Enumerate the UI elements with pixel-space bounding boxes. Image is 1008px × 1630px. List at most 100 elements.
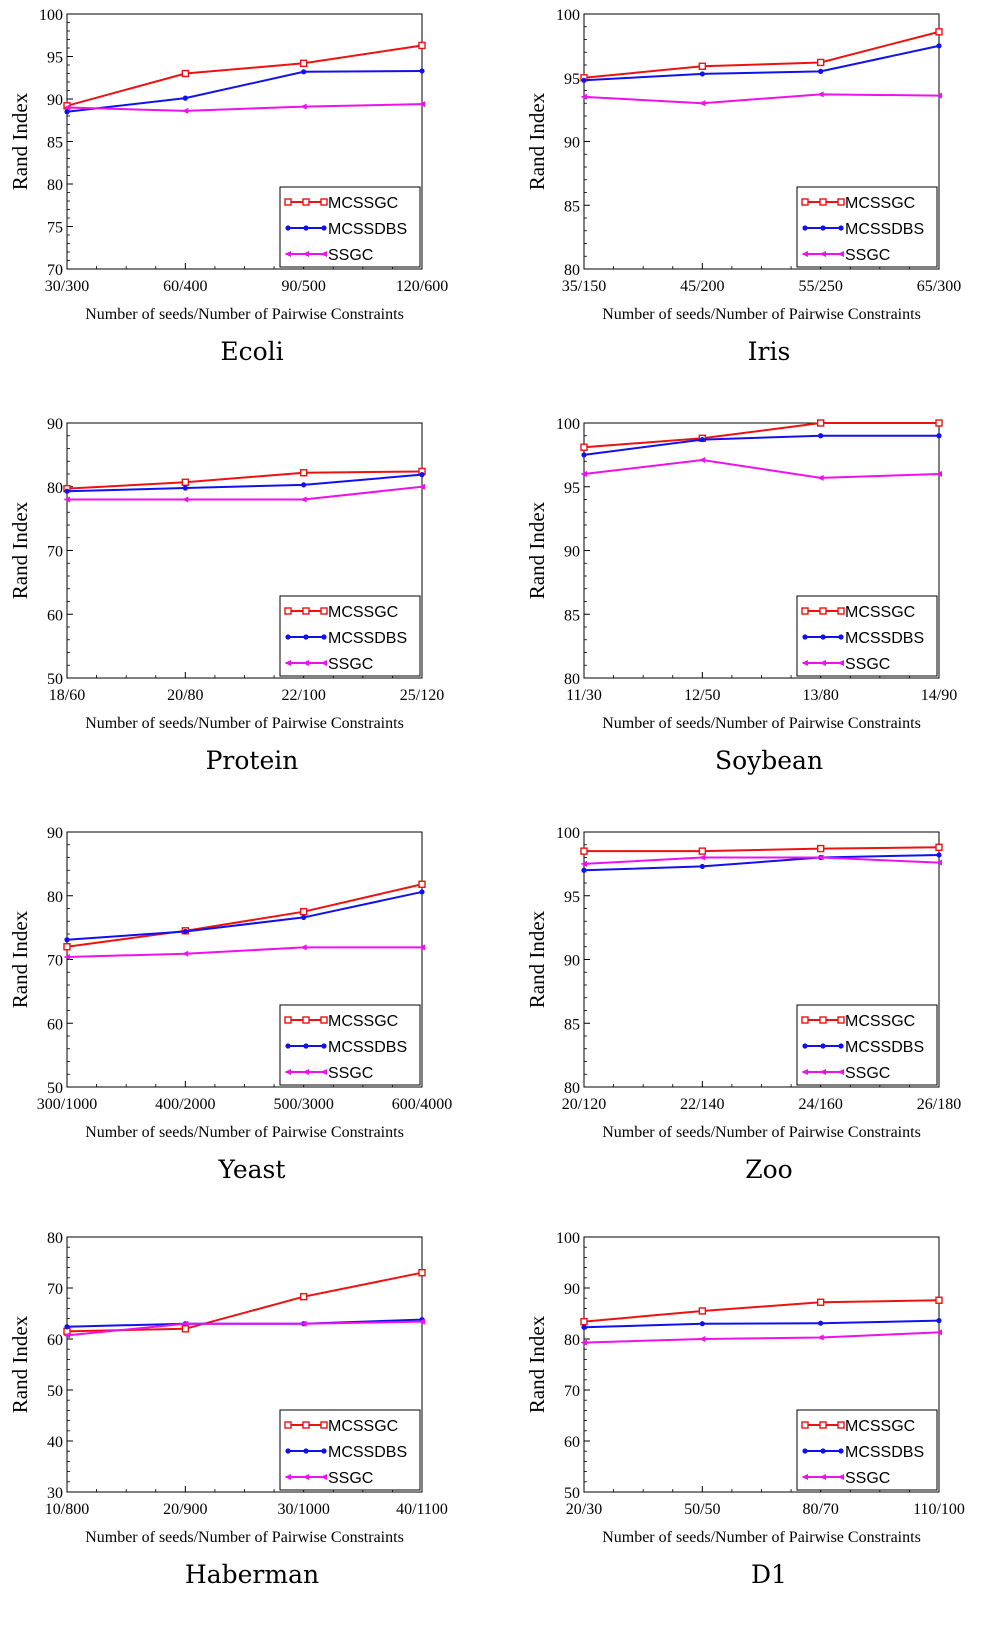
series-line-ssgc [583,856,940,865]
y-tick-label: 70 [47,262,63,279]
y-axis-label: Rand Index [8,92,32,190]
legend-label: SSGC [845,1065,890,1082]
chart-caption: Soybean [714,746,824,775]
y-tick-label: 70 [47,544,63,561]
y-tick-label: 85 [564,607,580,624]
y-axis-label: Rand Index [8,501,32,599]
data-point-mcssdbs [936,433,942,439]
legend-marker-mcssdbs [820,1043,826,1049]
data-point-ssgc [300,1320,307,1327]
x-tick-label: 14/90 [921,687,957,704]
x-tick-label: 30/1000 [277,1501,329,1518]
legend-label: MCSSDBS [845,221,924,238]
series-line-mcssgc [583,1299,940,1323]
series-line-mcssgc [66,44,423,107]
x-axis-label: Number of seeds/Number of Pairwise Const… [602,1124,921,1141]
data-point-mcssdbs [419,889,425,895]
chart-panel-iris: 80 85 90 95 100 35/150 45/200 55/250 65/300 Numbe… [517,0,1008,407]
x-tick-label: 500/3000 [273,1096,333,1113]
chart-caption: Yeast [218,1155,286,1184]
data-point-ssgc [580,860,587,867]
data-point-mcssgc [698,62,707,70]
data-point-ssgc [817,854,824,861]
data-point-ssgc [418,483,425,490]
data-point-mcssgc [299,469,308,477]
legend-marker-ssgc [320,251,327,257]
x-tick-label: 300/1000 [37,1096,97,1113]
legend-marker-mcssgc [801,607,809,615]
series-line-ssgc [583,458,940,479]
y-tick-label: 90 [564,953,580,970]
data-point-ssgc [935,92,942,99]
line-chart: 30 40 50 60 70 80 10/800 20/900 30/1000 40/1100 Nu… [8,1230,448,1546]
y-axis-label: Rand Index [525,92,549,190]
data-point-mcssgc [935,843,943,851]
legend-marker-ssgc [302,1474,309,1480]
data-point-mcssdbs [419,472,425,478]
legend-marker-mcssdbs [285,1448,291,1454]
line-chart: 80 85 90 95 100 35/150 45/200 55/250 65/300 Numbe… [525,7,961,323]
data-point-ssgc [418,101,425,108]
y-tick-label: 40 [47,1434,63,1451]
y-tick-label: 80 [47,480,63,497]
y-tick-label: 90 [47,825,63,842]
y-tick-label: 60 [47,607,63,624]
y-tick-label: 90 [564,1281,580,1298]
legend-label: SSGC [845,247,890,264]
chart-caption: Zoo [745,1155,793,1184]
x-axis-label: Number of seeds/Number of Pairwise Const… [602,715,921,732]
legend-marker-mcssgc [801,198,809,206]
legend-marker-mcssdbs [802,634,808,640]
legend-marker-mcssdbs [820,634,826,640]
legend-label: MCSSGC [328,1418,398,1435]
x-axis-label: Number of seeds/Number of Pairwise Const… [85,1124,404,1141]
legend-marker-mcssdbs [303,1448,309,1454]
legend-marker-ssgc [837,251,844,257]
data-point-mcssdbs [182,485,188,491]
y-tick-label: 100 [556,416,580,433]
y-tick-label: 80 [564,262,580,279]
data-point-mcssgc [816,419,825,427]
y-tick-label: 90 [564,544,580,561]
data-point-mcssgc [418,1269,426,1277]
chart-caption: Haberman [184,1560,320,1589]
data-point-mcssgc [299,59,308,67]
x-tick-label: 13/80 [802,687,838,704]
chart-panel-zoo: 80 85 90 95 100 20/120 22/140 24/160 26/180 Numbe… [517,818,1008,1225]
chart-caption: Iris [747,337,791,366]
y-axis-label: Rand Index [8,1315,32,1413]
data-point-mcssdbs [818,68,824,74]
series-line-mcssdbs [66,473,423,493]
legend-label: MCSSGC [328,604,398,621]
data-point-mcssdbs [64,937,70,943]
x-tick-label: 30/300 [45,278,89,295]
series-line-mcssdbs [66,69,423,113]
y-tick-label: 80 [47,889,63,906]
x-tick-label: 40/1100 [396,1501,448,1518]
data-point-ssgc [418,944,425,951]
legend-marker-mcssdbs [285,1043,291,1049]
chart-panel-ecoli: 70 75 80 85 90 95 100 30/300 60/400 90/500 120/600… [0,0,504,407]
x-tick-label: 22/100 [281,687,325,704]
legend-marker-ssgc [284,1069,291,1075]
y-tick-label: 80 [564,671,580,688]
legend-marker-ssgc [819,1474,826,1480]
x-tick-label: 600/4000 [392,1096,452,1113]
legend-marker-mcssdbs [285,225,291,231]
y-tick-label: 95 [564,480,580,497]
data-point-ssgc [63,496,70,503]
legend-label: SSGC [845,656,890,673]
data-point-mcssgc [698,847,707,855]
data-point-mcssgc [816,1298,825,1306]
y-tick-label: 60 [564,1434,580,1451]
data-point-ssgc [817,474,824,481]
legend-marker-mcssgc [819,1421,827,1429]
legend-marker-mcssdbs [838,225,844,231]
series-line-ssgc [67,485,423,501]
legend-label: MCSSDBS [845,1039,924,1056]
data-point-mcssgc [418,41,426,50]
x-tick-label: 50/50 [684,1501,720,1518]
legend-marker-mcssdbs [321,225,327,231]
data-point-mcssdbs [182,928,188,935]
